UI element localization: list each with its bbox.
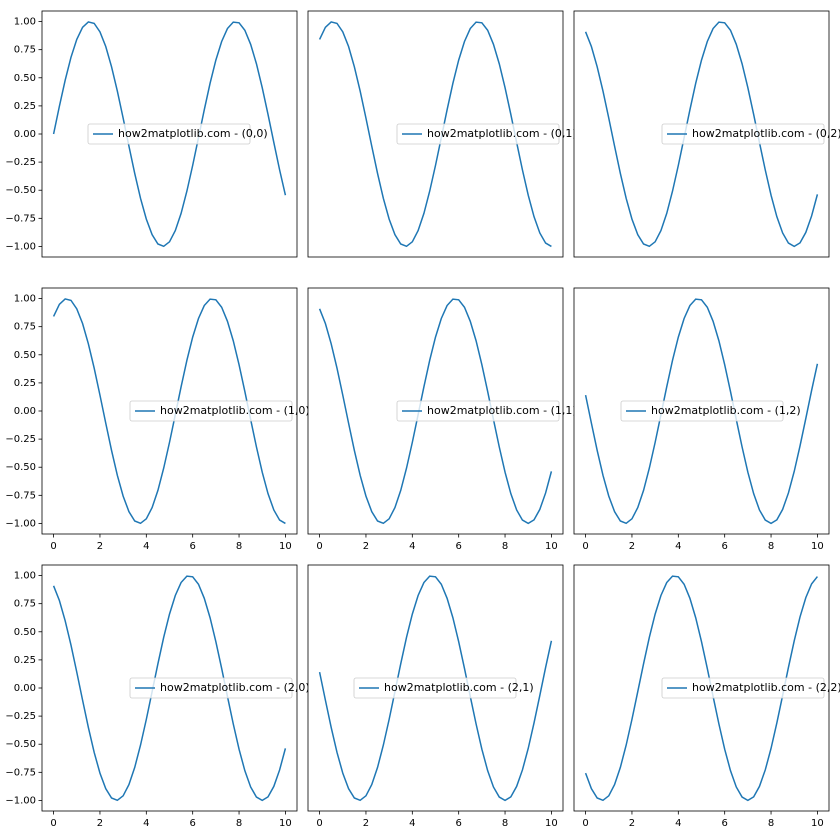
y-tick-label: −0.75 [5, 490, 36, 501]
legend-box [129, 677, 293, 699]
x-tick-label: 8 [502, 818, 508, 829]
subplot: how2matplotlib.com - (0,1) [307, 10, 577, 258]
legend-label: how2matplotlib.com - (0,0) [118, 127, 268, 140]
x-tick-label: 2 [629, 541, 635, 552]
x-tick-label: 2 [363, 818, 369, 829]
y-tick-label: 0.50 [14, 73, 36, 84]
x-tick-label: 8 [768, 541, 774, 552]
y-tick-label: −0.25 [5, 157, 36, 168]
x-tick-label: 10 [545, 541, 558, 552]
legend-label: how2matplotlib.com - (2,2) [692, 681, 840, 694]
x-tick-label: 0 [316, 818, 322, 829]
x-tick-label: 6 [721, 818, 727, 829]
legend-box [87, 123, 251, 145]
legend-label: how2matplotlib.com - (1,2) [651, 404, 801, 417]
y-tick-label: 1.00 [14, 571, 36, 582]
axes-frame [307, 564, 564, 812]
legend-box [353, 677, 517, 699]
x-tick-label: 8 [236, 541, 242, 552]
x-tick-label: 0 [316, 541, 322, 552]
x-tick-label: 2 [97, 541, 103, 552]
legend-box [396, 123, 560, 145]
y-tick-label: −1.00 [5, 241, 36, 252]
subplot: 0 2 4 6 8 10 how2matplotlib.com - (1,1) [307, 287, 577, 552]
subplot: 0 2 4 6 8 10 how2matplotlib.com - (1,2) [573, 287, 830, 552]
x-tick-label: 10 [279, 541, 292, 552]
subplot: 1.00 0.75 0.50 0.25 0.00 −0.25 −0.50 −0.75 −1.00… [5, 287, 310, 552]
x-tick-label: 6 [189, 541, 195, 552]
x-tick-label: 10 [811, 541, 824, 552]
y-tick-label: −0.50 [5, 185, 36, 196]
y-tick-label: −0.75 [5, 213, 36, 224]
x-tick-label: 10 [279, 818, 292, 829]
legend-box [661, 123, 825, 145]
legend-label: how2matplotlib.com - (1,0) [160, 404, 310, 417]
line [584, 21, 819, 248]
x-tick-label: 8 [236, 818, 242, 829]
line [52, 21, 287, 248]
y-tick-label: 0.25 [14, 655, 36, 666]
line [52, 575, 287, 802]
y-tick-label: 0.75 [14, 45, 36, 56]
y-tick-label: −0.25 [5, 434, 36, 445]
legend-box [129, 400, 293, 422]
y-tick-label: −1.00 [5, 518, 36, 529]
subplot: 0 2 4 6 8 10 how2matplotlib.com - (2,2) [573, 564, 840, 829]
legend-box [396, 400, 560, 422]
x-tick-label: 6 [189, 818, 195, 829]
legend-label: how2matplotlib.com - (0,2) [692, 127, 840, 140]
legend-label: how2matplotlib.com - (2,0) [160, 681, 310, 694]
x-tick-label: 10 [545, 818, 558, 829]
y-tick-label: 0.75 [14, 322, 36, 333]
y-tick-label: 0.25 [14, 378, 36, 389]
y-tick-label: 0.25 [14, 101, 36, 112]
y-tick-label: 0.00 [14, 129, 36, 140]
legend-box [661, 677, 825, 699]
subplot: how2matplotlib.com - (0,2) [573, 10, 840, 258]
line [318, 575, 553, 802]
x-tick-label: 6 [455, 818, 461, 829]
x-tick-label: 6 [721, 541, 727, 552]
x-tick-label: 2 [363, 541, 369, 552]
x-tick-label: 8 [768, 818, 774, 829]
x-tick-label: 6 [455, 541, 461, 552]
legend-label: how2matplotlib.com - (2,1) [384, 681, 534, 694]
y-tick-label: −0.25 [5, 711, 36, 722]
x-tick-label: 8 [502, 541, 508, 552]
y-tick-label: 0.50 [14, 350, 36, 361]
y-tick-label: 0.00 [14, 406, 36, 417]
x-tick-label: 0 [50, 818, 56, 829]
y-tick-label: −0.75 [5, 767, 36, 778]
y-tick-label: −1.00 [5, 795, 36, 806]
y-tick-label: 0.75 [14, 599, 36, 610]
legend-box [620, 400, 784, 422]
x-tick-label: 4 [409, 818, 415, 829]
x-tick-label: 4 [143, 818, 149, 829]
subplot: 1.00 0.75 0.50 0.25 0.00 −0.25 −0.50 −0.75 −1.00… [5, 10, 298, 258]
line [584, 298, 819, 525]
subplot: 0 2 4 6 8 10 how2matplotlib.com - (2,1) [307, 564, 564, 829]
line [318, 298, 553, 525]
line [584, 575, 818, 802]
legend-label: how2matplotlib.com - (0,1) [427, 127, 577, 140]
subplot: 1.00 0.75 0.50 0.25 0.00 −0.25 −0.50 −0.75 −1.00… [5, 564, 310, 829]
x-tick-label: 0 [582, 541, 588, 552]
x-tick-label: 4 [409, 541, 415, 552]
legend-label: how2matplotlib.com - (1,1) [427, 404, 577, 417]
y-tick-label: 1.00 [14, 294, 36, 305]
x-tick-label: 0 [50, 541, 56, 552]
x-tick-label: 2 [629, 818, 635, 829]
y-tick-label: 0.00 [14, 683, 36, 694]
x-tick-label: 2 [97, 818, 103, 829]
x-tick-label: 4 [143, 541, 149, 552]
x-tick-label: 10 [811, 818, 824, 829]
x-tick-label: 4 [675, 818, 681, 829]
y-tick-label: −0.50 [5, 462, 36, 473]
x-tick-label: 0 [582, 818, 588, 829]
y-tick-label: 1.00 [14, 17, 36, 28]
x-tick-label: 4 [675, 541, 681, 552]
y-tick-label: −0.50 [5, 739, 36, 750]
y-tick-label: 0.50 [14, 627, 36, 638]
